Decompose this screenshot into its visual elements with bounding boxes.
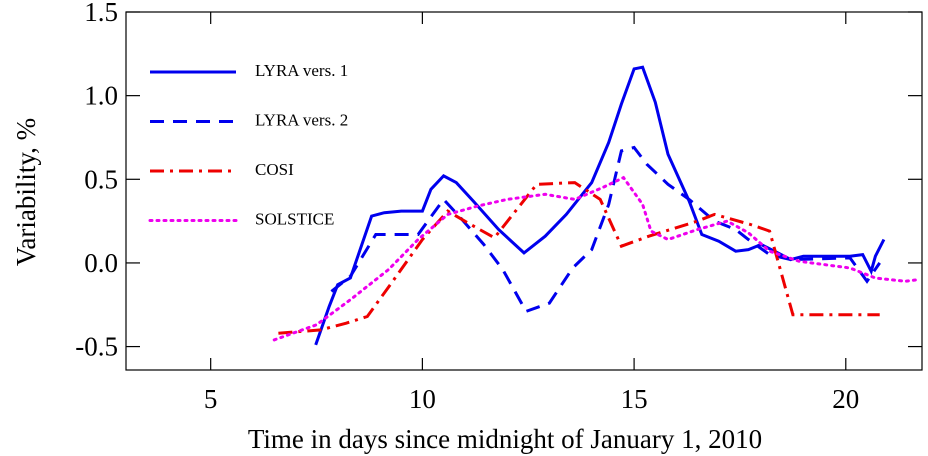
series-line bbox=[330, 145, 881, 314]
y-axis-label: Variability, % bbox=[11, 118, 41, 266]
legend-label: LYRA vers. 2 bbox=[255, 110, 348, 129]
y-tick-label: 1.0 bbox=[84, 81, 118, 111]
x-tick-label: 5 bbox=[204, 384, 218, 414]
series-line bbox=[314, 65, 886, 346]
y-tick-label: 0.0 bbox=[84, 248, 118, 278]
plot-frame bbox=[125, 11, 923, 371]
x-tick-label: 20 bbox=[832, 384, 859, 414]
x-tick-label: 10 bbox=[409, 384, 436, 414]
legend-label: COSI bbox=[255, 160, 294, 179]
series-line bbox=[272, 175, 920, 342]
legend-label: SOLSTICE bbox=[255, 209, 334, 228]
y-tick-label: 0.5 bbox=[84, 164, 118, 194]
legend-label: LYRA vers. 1 bbox=[255, 61, 348, 80]
y-tick-label: -0.5 bbox=[75, 332, 118, 362]
series-line bbox=[278, 181, 880, 335]
y-tick-label: 1.5 bbox=[84, 0, 118, 27]
x-tick-label: 15 bbox=[621, 384, 648, 414]
x-axis-label: Time in days since midnight of January 1… bbox=[248, 424, 762, 454]
